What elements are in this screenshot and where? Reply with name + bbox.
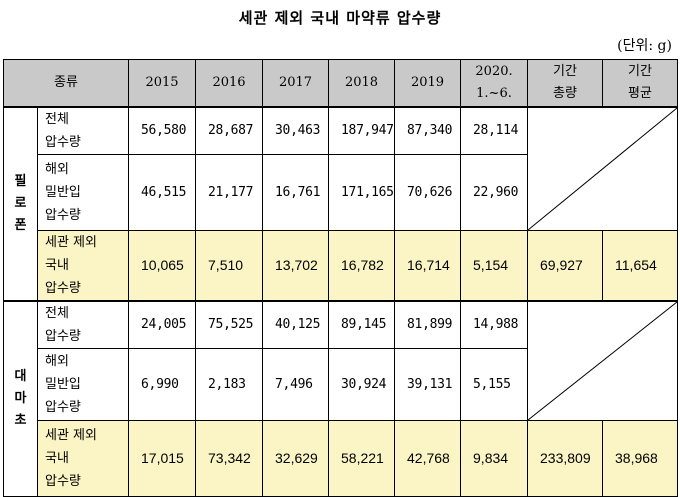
cell-value: 24,005	[128, 299, 197, 349]
diagonal-line	[528, 302, 677, 420]
header-2020: 2020. 1.~6.	[460, 59, 529, 108]
row-label: 세관 제외 국내 압수량	[36, 419, 130, 497]
header-2018: 2018	[328, 59, 396, 108]
cell-value: 187,947	[328, 106, 396, 155]
diagonal-line	[528, 108, 677, 230]
table-row: 해외 밀반입 압수량 6,990 2,183 7,496 30,924 39,1…	[4, 347, 678, 421]
cell-value: 28,114	[460, 106, 529, 155]
header-row: 종류 2015 2016 2017 2018 2019 2020. 1.~6. …	[2, 59, 679, 108]
cell-value: 42,768	[394, 419, 462, 497]
cell-value: 171,165	[328, 153, 396, 231]
row-label: 전체 압수량	[36, 299, 130, 349]
cell-value: 89,145	[328, 299, 396, 349]
row-label: 세관 제외 국내 압수량	[36, 229, 130, 301]
row-label: 해외 밀반입 압수량	[36, 347, 130, 421]
cell-value: 32,629	[262, 419, 330, 497]
cell-value: 39,131	[394, 347, 462, 421]
cell-value: 5,154	[460, 229, 529, 301]
row-label: 해외 밀반입 압수량	[36, 153, 130, 231]
page-title: 세관 제외 국내 마약류 압수량	[238, 9, 442, 27]
cell-value: 14,988	[460, 299, 529, 349]
cell-value: 16,714	[394, 229, 462, 301]
cell-value: 22,960	[460, 153, 529, 231]
row-label: 전체 압수량	[36, 106, 130, 155]
header-type: 종류	[2, 59, 130, 108]
table-row-highlight: 세관 제외 국내 압수량 10,065 7,510 13,702 16,782 …	[4, 229, 679, 301]
cell-value: 58,221	[328, 419, 396, 497]
cell-value: 28,687	[195, 106, 264, 155]
cell-value: 73,342	[195, 419, 264, 497]
cell-value: 40,125	[262, 299, 330, 349]
cell-value: 81,899	[394, 299, 462, 349]
cell-value: 9,834	[460, 419, 529, 497]
cell-value: 10,065	[128, 229, 197, 301]
seizure-table: 종류 2015 2016 2017 2018 2019 2020. 1.~6. …	[2, 59, 679, 497]
period-average: 11,654	[602, 229, 679, 301]
cell-value: 46,515	[128, 153, 197, 231]
period-total: 233,809	[527, 419, 604, 497]
table-row: 필 로 폰 전체 압수량 56,580 28,687 30,463 187,94…	[3, 106, 679, 301]
cell-value: 13,702	[262, 229, 330, 301]
cell-value: 56,580	[128, 106, 197, 155]
header-2016: 2016	[195, 59, 264, 108]
cell-value: 70,626	[394, 153, 462, 231]
cell-value: 7,510	[195, 229, 264, 301]
table-row: 해외 밀반입 압수량 46,515 21,177 16,761 171,165 …	[4, 153, 678, 231]
table-row-highlight: 세관 제외 국내 압수량 17,015 73,342 32,629 58,221…	[4, 419, 679, 497]
table-row: 대 마 초 전체 압수량 24,005 75,525 40,125 89,145…	[3, 299, 679, 497]
cell-value: 6,990	[128, 347, 197, 421]
cell-value: 21,177	[195, 153, 264, 231]
cell-value: 30,463	[262, 106, 330, 155]
cell-value: 16,782	[328, 229, 396, 301]
cell-value: 5,155	[460, 347, 529, 421]
unit-label: (단위: g)	[617, 38, 672, 54]
cell-value: 2,183	[195, 347, 264, 421]
cell-value: 7,496	[262, 347, 330, 421]
header-period-average: 기간 평균	[602, 59, 679, 108]
header-2017: 2017	[262, 59, 330, 108]
header-2019: 2019	[394, 59, 462, 108]
cell-value: 30,924	[328, 347, 396, 421]
diagonal-empty-cell	[527, 106, 679, 231]
cell-value: 17,015	[128, 419, 197, 497]
period-total: 69,927	[527, 229, 604, 301]
diagonal-empty-cell	[527, 299, 679, 421]
group-label-cannabis: 대 마 초	[3, 299, 38, 497]
cell-value: 75,525	[195, 299, 264, 349]
header-period-total: 기간 총량	[527, 59, 604, 108]
period-average: 38,968	[602, 419, 679, 497]
cell-value: 16,761	[262, 153, 330, 231]
cell-value: 87,340	[394, 106, 462, 155]
group-label-philopon: 필 로 폰	[3, 106, 38, 301]
header-2015: 2015	[128, 59, 197, 108]
